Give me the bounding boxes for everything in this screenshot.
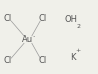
Text: Cl: Cl bbox=[4, 56, 12, 65]
Text: Cl: Cl bbox=[39, 14, 47, 23]
Text: +: + bbox=[75, 48, 81, 53]
Text: 2: 2 bbox=[77, 24, 81, 29]
Text: Cl: Cl bbox=[4, 14, 12, 23]
Text: K: K bbox=[70, 53, 76, 62]
Text: OH: OH bbox=[64, 15, 77, 24]
Text: ·: · bbox=[33, 34, 35, 40]
Text: Au: Au bbox=[22, 35, 34, 44]
Text: Cl: Cl bbox=[39, 56, 47, 65]
